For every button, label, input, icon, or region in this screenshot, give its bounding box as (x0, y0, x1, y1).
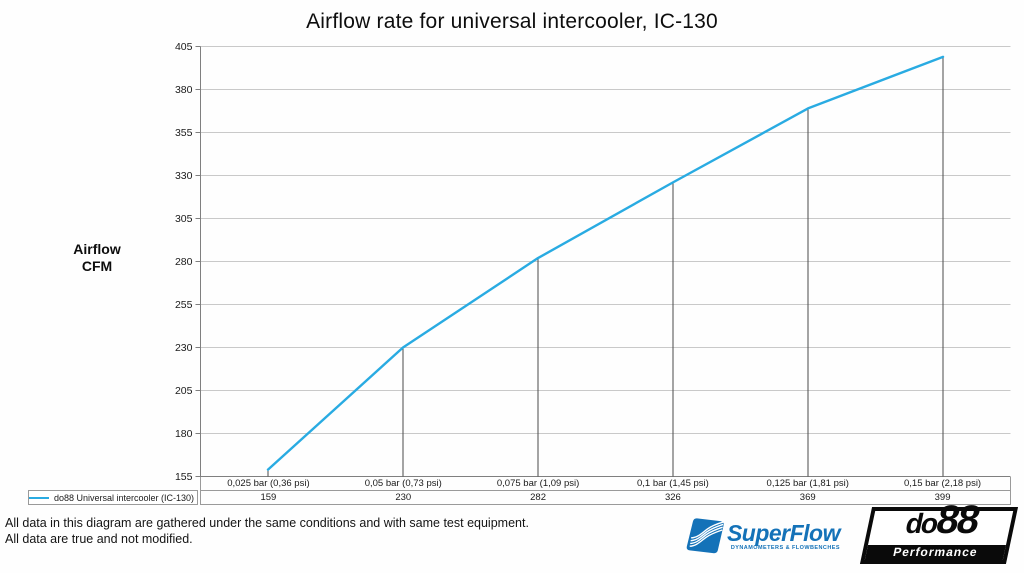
chart-title: Airflow rate for universal intercooler, … (306, 10, 718, 33)
footer-disclaimer: All data in this diagram are gathered un… (5, 516, 529, 547)
x-category-label: 0,025 bar (0,36 psi) (227, 478, 310, 489)
x-value-label: 230 (395, 492, 412, 503)
y-axis-tick-label: 305 (175, 213, 193, 225)
superflow-logo: SuperFlow DYNAMOMETERS & FLOWBENCHES (686, 513, 841, 559)
superflow-tagline: DYNAMOMETERS & FLOWBENCHES (730, 544, 840, 551)
x-category-label: 0,05 bar (0,73 psi) (364, 478, 442, 489)
y-axis-tick-label: 355 (175, 127, 193, 139)
y-axis-tick-label: 280 (175, 256, 193, 268)
series-line (266, 55, 945, 471)
y-axis-tick-label: 405 (175, 41, 193, 53)
x-value-label: 399 (934, 492, 951, 503)
x-value-label: 326 (664, 492, 681, 503)
x-value-label: 282 (530, 492, 546, 503)
do88-performance-tagline: Performance (864, 545, 1006, 560)
superflow-wordmark: SuperFlow (726, 519, 841, 546)
y-axis-tick-label: 180 (175, 428, 193, 440)
x-value-row: 159 230 282 326 369 399 (201, 491, 1010, 505)
footer-line-1: All data in this diagram are gathered un… (5, 516, 529, 530)
x-category-label: 0,125 bar (1,81 psi) (766, 478, 849, 489)
y-axis-label: Airflow CFM (73, 241, 121, 274)
x-category-label: 0,15 bar (2,18 psi) (904, 478, 982, 489)
y-axis-tick-label: 330 (175, 170, 193, 182)
legend-box: do88 Universal intercooler (IC-130) (28, 490, 198, 505)
do88-logo: do88 Performance (859, 498, 1019, 564)
legend-line-swatch (29, 496, 49, 499)
y-axis-tick-label: 230 (175, 342, 193, 354)
x-category-row: 0,025 bar (0,36 psi) 0,05 bar (0,73 psi) 0… (201, 477, 1010, 491)
legend-label: do88 Universal intercooler (IC-130) (53, 492, 194, 503)
y-axis-tick-label: 380 (175, 84, 193, 96)
footer-line-2: All data are true and not modified. (5, 531, 193, 546)
y-axis-tick-label: 205 (175, 385, 193, 397)
y-axis-tick-label: 255 (175, 299, 193, 311)
x-value-label: 159 (260, 492, 277, 503)
x-axis-table: 0,025 bar (0,36 psi) 0,05 bar (0,73 psi) 0… (200, 477, 1011, 505)
superflow-wave-icon (686, 518, 724, 554)
y-axis-tick-label: 155 (175, 471, 193, 483)
do88-wordmark: do88 (902, 498, 983, 542)
x-value-label: 369 (799, 492, 816, 503)
x-category-label: 0,075 bar (1,09 psi) (496, 478, 580, 489)
x-category-label: 0,1 bar (1,45 psi) (636, 478, 709, 489)
